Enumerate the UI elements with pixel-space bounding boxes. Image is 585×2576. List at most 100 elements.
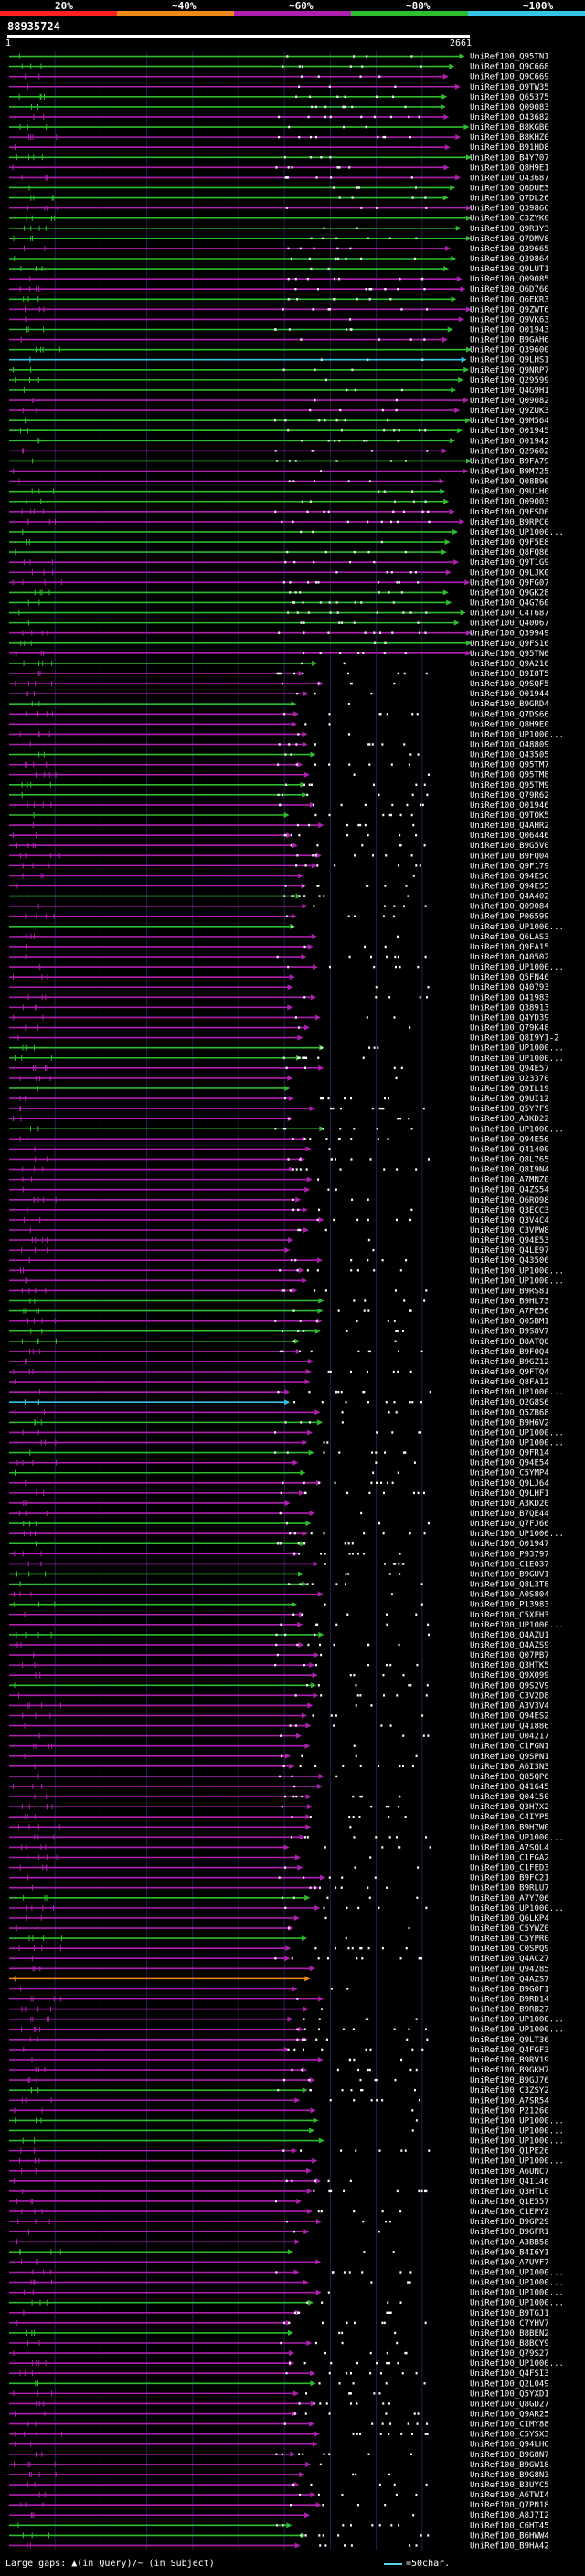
mismatch-mark	[324, 1846, 326, 1849]
mismatch-mark	[282, 1350, 284, 1353]
mismatch-mark	[318, 2382, 321, 2385]
mismatch-mark	[299, 591, 302, 594]
mismatch-mark	[355, 1704, 357, 1707]
mismatch-mark	[317, 2028, 320, 2030]
mismatch-mark	[386, 713, 388, 716]
mismatch-mark	[301, 1613, 303, 1616]
hit-label: UniRef100_Q6LKP4	[470, 1914, 549, 1924]
mismatch-mark	[368, 2068, 371, 2072]
mismatch-mark	[422, 1107, 425, 1110]
mismatch-mark	[410, 2068, 412, 2072]
mismatch-mark	[417, 965, 420, 969]
mismatch-mark	[320, 156, 323, 159]
hit-arrow	[303, 1226, 309, 1233]
mismatch-mark	[393, 1320, 396, 1322]
mismatch-mark	[275, 2271, 278, 2274]
mismatch-mark	[393, 682, 396, 685]
mismatch-mark	[327, 440, 330, 442]
mismatch-mark	[426, 2422, 429, 2425]
hit-label: UniRef100_Q9LHS1	[470, 356, 549, 366]
mismatch-mark	[318, 2018, 321, 2020]
mismatch-mark	[420, 2534, 422, 2537]
mismatch-mark	[290, 833, 292, 837]
mismatch-mark	[297, 1542, 300, 1545]
hit-label: UniRef100_B4Y707	[470, 154, 549, 163]
mismatch-mark	[335, 1623, 338, 1627]
hit-label: UniRef100_Q8I9Y1-2	[470, 1034, 559, 1044]
mismatch-mark	[311, 1583, 314, 1585]
mismatch-mark	[306, 1684, 309, 1687]
mismatch-mark	[406, 2038, 409, 2041]
mismatch-mark	[410, 2453, 412, 2456]
mismatch-mark	[412, 2514, 415, 2517]
mismatch-mark	[346, 833, 349, 837]
hit-arrow	[301, 1712, 307, 1719]
hit-arrow	[295, 1733, 302, 1739]
mismatch-mark	[394, 500, 397, 503]
hit-arrow	[293, 2269, 300, 2275]
mismatch-mark	[400, 2149, 403, 2152]
mismatch-mark	[361, 65, 364, 68]
hit-label: UniRef100_UP1000...	[470, 1267, 564, 1276]
hit-label: UniRef100_C1EPY2	[470, 2208, 549, 2217]
mismatch-mark	[396, 520, 399, 524]
mismatch-mark	[386, 1623, 388, 1627]
hit-arrow	[289, 2350, 295, 2357]
mismatch-mark	[292, 1168, 294, 1171]
hit-arrow	[306, 1176, 313, 1182]
mismatch-mark	[277, 1390, 280, 1394]
mismatch-mark	[360, 2088, 363, 2092]
hit-label: UniRef100_Q4AZU1	[470, 1631, 549, 1640]
mismatch-mark	[317, 1178, 320, 1181]
mismatch-mark	[324, 2544, 327, 2547]
mismatch-mark	[378, 1906, 380, 1910]
hit-arrow	[302, 1439, 308, 1446]
mismatch-mark	[382, 1107, 385, 1110]
mismatch-mark	[323, 895, 325, 897]
hit-label: UniRef100_Q4AHR2	[470, 822, 549, 831]
hit-arrow	[314, 2431, 321, 2437]
mismatch-mark	[341, 2331, 344, 2335]
mismatch-mark	[324, 105, 327, 109]
mismatch-mark	[410, 55, 413, 58]
mismatch-mark	[356, 2503, 359, 2507]
mismatch-mark	[388, 237, 391, 240]
hit-label: UniRef100_Q6DUE3	[470, 184, 549, 193]
mismatch-mark	[388, 813, 391, 817]
mismatch-mark	[349, 1826, 352, 1829]
mismatch-mark	[350, 1158, 353, 1161]
mismatch-mark	[302, 2038, 304, 2041]
hit-label: UniRef100_B9GZ12	[470, 1358, 549, 1367]
hit-label: UniRef100_Q95TN0	[470, 650, 549, 659]
hit-arrow	[466, 346, 472, 353]
mismatch-mark	[356, 1218, 359, 1222]
mismatch-mark	[394, 2078, 397, 2082]
mismatch-mark	[319, 2544, 322, 2547]
mismatch-mark	[319, 652, 322, 655]
mismatch-mark	[420, 65, 422, 68]
mismatch-mark	[407, 895, 410, 897]
mismatch-mark	[298, 833, 301, 837]
hit-arrow	[303, 2279, 309, 2285]
hit-label: UniRef100_Q04150	[470, 1793, 549, 1802]
mismatch-mark	[360, 601, 363, 604]
hit-label: UniRef100_Q6EKR3	[470, 295, 549, 304]
mismatch-mark	[301, 1795, 303, 1798]
mismatch-mark	[304, 864, 307, 867]
mismatch-mark	[351, 1946, 354, 1950]
hit-arrow	[305, 1814, 312, 1820]
mismatch-mark	[293, 1553, 296, 1555]
mismatch-mark	[412, 823, 415, 827]
mismatch-mark	[381, 743, 384, 746]
hit-label: UniRef100_C3ZYK0	[470, 215, 549, 224]
mismatch-mark	[380, 520, 383, 524]
hit-arrow	[442, 195, 449, 201]
mismatch-mark	[346, 1330, 348, 1332]
mismatch-mark	[399, 1269, 402, 1272]
hit-arrow	[303, 2229, 310, 2235]
hit-label: UniRef100_Q41886	[470, 1723, 549, 1732]
mismatch-mark	[282, 1481, 284, 1485]
mismatch-mark	[410, 1208, 413, 1212]
mismatch-mark	[402, 1451, 405, 1454]
mismatch-mark	[349, 65, 352, 68]
